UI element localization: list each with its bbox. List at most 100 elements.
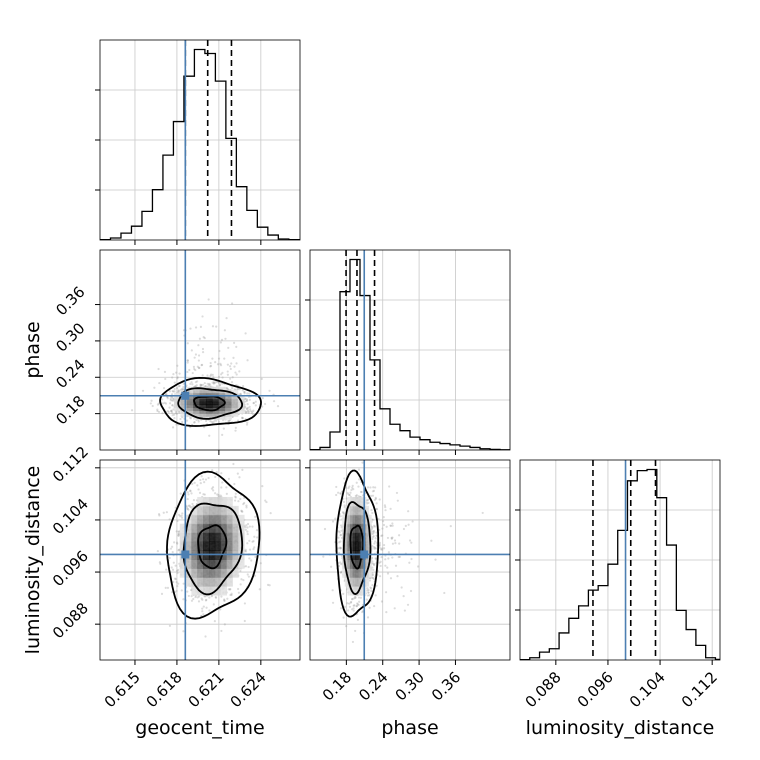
density-cell [203,532,210,543]
density-cell [203,496,210,507]
density-cell [342,523,346,534]
density-cell [208,523,216,534]
sample-point [250,559,253,562]
sample-point [231,376,234,379]
sample-point [217,375,221,378]
sample-point [202,613,205,616]
sample-point [404,524,407,527]
sample-point [166,410,169,413]
sample-point [218,383,222,386]
sample-point [236,387,239,390]
sample-point [189,417,192,420]
sample-point [210,487,214,490]
sample-point [243,390,246,393]
sample-point [199,482,202,485]
sample-point [339,547,342,550]
sample-point [212,603,215,606]
sample-point [379,560,382,563]
sample-point [173,541,176,544]
sample-point [255,536,259,539]
density-cell [218,407,226,411]
sample-point [370,587,373,590]
density-cell [197,505,204,516]
sample-point [211,357,214,360]
sample-point [186,491,189,494]
density-cell [199,413,207,417]
density-cell [218,416,226,420]
sample-point [186,342,189,345]
sample-point [322,555,325,558]
sample-point [370,508,373,512]
sample-point [383,543,386,547]
sample-point [381,527,384,530]
sample-point [176,519,179,523]
sample-point [357,468,361,471]
sample-point [175,580,178,584]
density-cell [174,407,181,411]
sample-point [434,558,437,561]
density-cell [218,410,226,414]
sample-point [384,591,388,594]
sample-point [182,598,185,601]
sample-point [261,485,264,488]
xtick-label-luminosity-distance: 0.112 [678,668,721,711]
sample-point [387,557,390,560]
sample-point [252,409,255,412]
sample-point [368,606,371,609]
sample-point [366,616,370,619]
sample-point [372,568,375,571]
sample-point [189,489,192,492]
sample-point [174,411,177,415]
sample-point [214,596,218,599]
density-cell [199,404,207,408]
sample-point [192,365,196,369]
sample-point [356,602,359,605]
sample-point [374,496,377,499]
sample-point [334,517,337,520]
sample-point [189,505,192,509]
sample-point [387,551,390,554]
sample-point [196,365,199,368]
sample-point [402,527,406,531]
sample-point [172,390,175,393]
sample-point [371,537,374,541]
sample-point [394,564,398,567]
sample-point [149,402,152,405]
sample-point [373,524,376,527]
density-cell [225,404,232,408]
sample-point [354,595,357,598]
sample-point [349,491,352,494]
density-cell [214,577,222,587]
density-cell [231,401,239,406]
sample-point [226,370,229,373]
sample-point [220,486,223,489]
density-cell [226,514,233,525]
density-cell [220,532,228,543]
sample-point [225,317,228,320]
sample-point [234,492,237,495]
density-cell [350,577,354,587]
sample-point [261,405,264,408]
sample-point [172,408,175,411]
sample-point [179,515,182,518]
density-cell [193,392,201,397]
sample-point [227,419,230,423]
sample-point [188,368,191,372]
density-cell [180,410,188,414]
sample-point [351,486,354,489]
sample-point [380,534,383,537]
sample-point [239,392,242,396]
truth-marker [181,550,190,559]
sample-point [371,494,375,497]
sample-point [361,610,364,614]
sample-point [339,492,342,495]
sample-point [378,546,381,549]
sample-point [355,481,358,484]
density-cell [186,389,194,394]
ytick-label-phase: 0.36 [52,283,88,319]
density-cell [360,586,364,596]
ylabel-luminosity-distance: luminosity_distance [22,466,44,655]
sample-point [372,486,375,489]
sample-point [371,511,374,515]
sample-point [177,513,181,516]
